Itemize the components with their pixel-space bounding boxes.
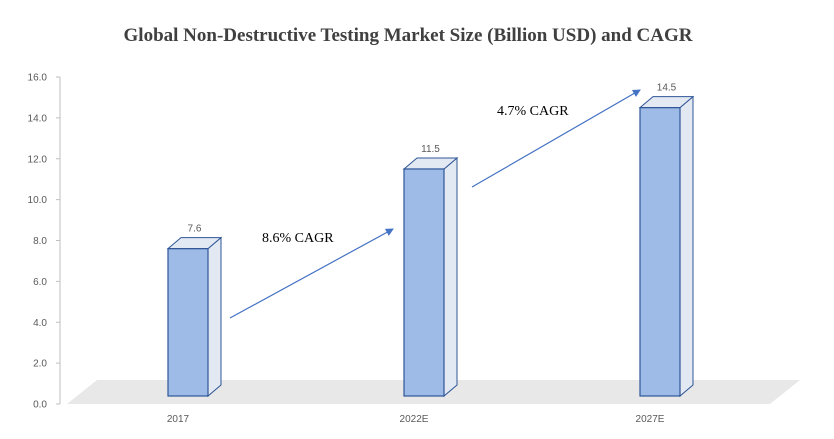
- y-tick-label: 8.0: [33, 236, 47, 247]
- bar-side-face: [207, 236, 222, 398]
- bar-front-face: [403, 168, 445, 397]
- y-tick-label: 6.0: [33, 277, 47, 288]
- bar-side-face: [443, 156, 458, 398]
- bar-2017: [166, 236, 223, 398]
- data-label: 14.5: [657, 83, 677, 94]
- y-tick-label: 16.0: [28, 73, 48, 84]
- cagr-arrow: [471, 89, 641, 188]
- y-tick-label: 14.0: [28, 113, 48, 124]
- x-tick-label: 2027E: [636, 414, 665, 425]
- y-tick-label: 12.0: [28, 154, 48, 165]
- bar-2022E: [402, 156, 459, 398]
- x-tick-label: 2017: [167, 414, 190, 425]
- bar-side-face: [679, 95, 694, 398]
- y-tick-label: 10.0: [28, 195, 48, 206]
- data-label: 7.6: [188, 224, 202, 235]
- y-tick-label: 0.0: [33, 400, 47, 411]
- data-label: 11.5: [421, 144, 440, 155]
- cagr-label: 4.7% CAGR: [497, 104, 569, 119]
- chart-title: Global Non-Destructive Testing Market Si…: [124, 25, 693, 46]
- y-tick-label: 2.0: [33, 359, 47, 370]
- cagr-label: 8.6% CAGR: [262, 231, 334, 246]
- bar-2027E: [638, 95, 695, 398]
- cagr-arrow: [229, 228, 394, 319]
- y-tick-label: 4.0: [33, 318, 47, 329]
- x-tick-label: 2022E: [400, 414, 429, 425]
- bar-front-face: [167, 248, 209, 397]
- bar-front-face: [639, 107, 681, 397]
